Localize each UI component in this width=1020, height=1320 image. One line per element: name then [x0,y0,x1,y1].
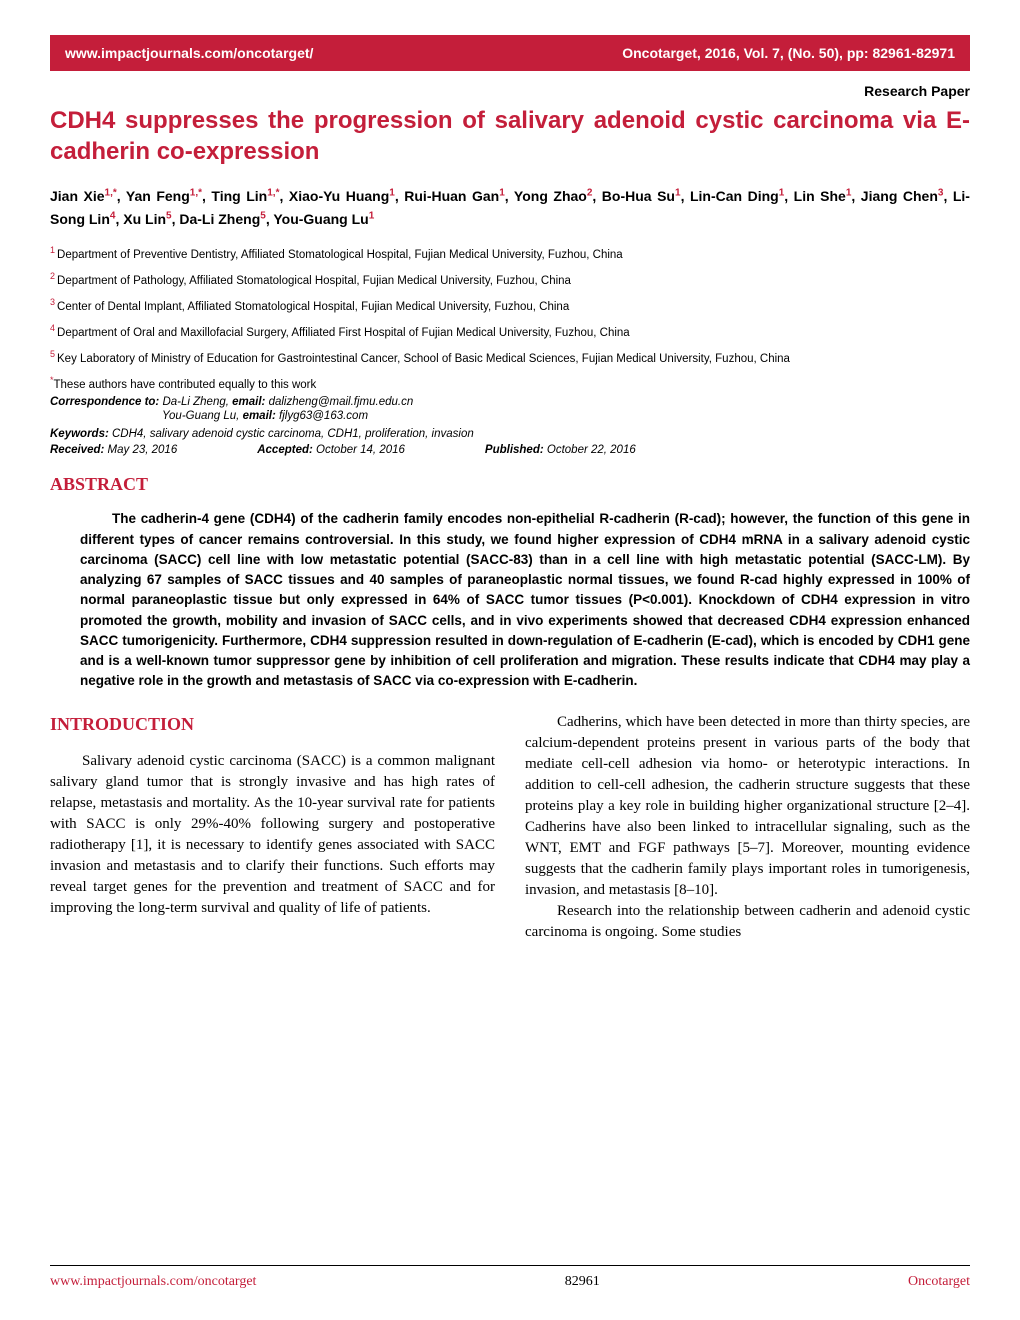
equal-contribution-note: *These authors have contributed equally … [50,375,970,391]
body-columns: INTRODUCTION Salivary adenoid cystic car… [50,712,970,943]
intro-paragraph-1: Salivary adenoid cystic carcinoma (SACC)… [50,751,495,919]
footer-page-number: 82961 [565,1274,600,1290]
left-column: INTRODUCTION Salivary adenoid cystic car… [50,712,495,943]
footer-url: www.impactjournals.com/oncotarget [50,1274,256,1290]
abstract-heading: ABSTRACT [50,474,970,495]
journal-header: www.impactjournals.com/oncotarget/ Oncot… [50,35,970,71]
affiliations-block: 1Department of Preventive Dentistry, Aff… [50,244,970,368]
journal-citation: Oncotarget, 2016, Vol. 7, (No. 50), pp: … [622,45,955,61]
right-column: Cadherins, which have been detected in m… [525,712,970,943]
intro-paragraph-2: Cadherins, which have been detected in m… [525,712,970,901]
journal-url: www.impactjournals.com/oncotarget/ [65,45,313,61]
paper-title: CDH4 suppresses the progression of saliv… [50,105,970,167]
intro-paragraph-3: Research into the relationship between c… [525,901,970,943]
footer-journal-name: Oncotarget [908,1274,970,1290]
page-footer: www.impactjournals.com/oncotarget 82961 … [50,1265,970,1290]
introduction-heading: INTRODUCTION [50,712,495,737]
abstract-text: The cadherin-4 gene (CDH4) of the cadher… [50,509,970,691]
correspondence-line1: Correspondence to: Da-Li Zheng, email: d… [50,396,970,408]
authors-list: Jian Xie1,*, Yan Feng1,*, Ting Lin1,*, X… [50,185,970,230]
paper-type-label: Research Paper [50,83,970,99]
correspondence-line2: You-Guang Lu, email: fjlyg63@163.com [162,410,970,422]
dates-line: Received: May 23, 2016 Accepted: October… [50,444,970,456]
keywords-line: Keywords: CDH4, salivary adenoid cystic … [50,428,970,440]
